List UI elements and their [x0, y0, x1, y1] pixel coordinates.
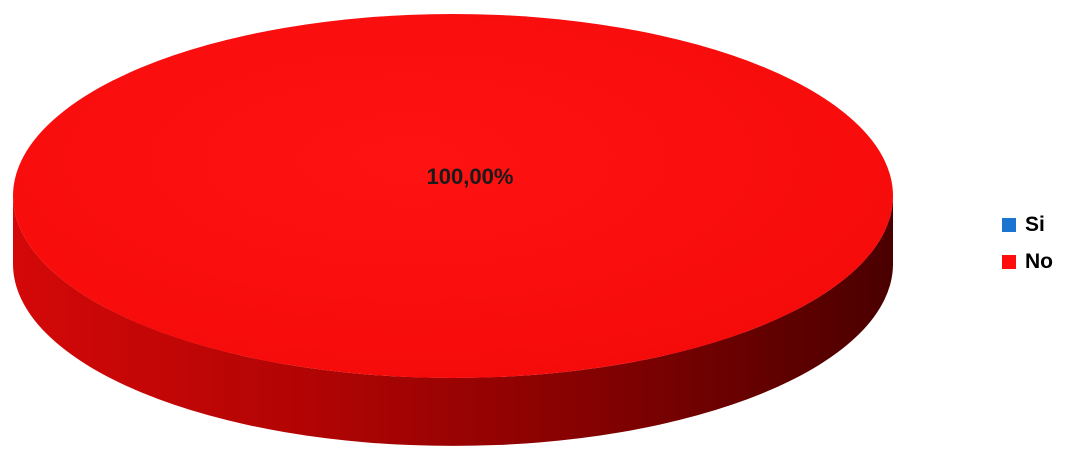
- chart-legend: Si No: [1002, 214, 1053, 272]
- slice-data-label-no: 100,00%: [427, 164, 514, 189]
- legend-label-si: Si: [1025, 213, 1045, 236]
- legend-swatch-no: [1002, 254, 1016, 269]
- slice-no: [13, 14, 893, 378]
- legend-swatch-si: [1002, 217, 1016, 232]
- legend-label-no: No: [1025, 250, 1053, 273]
- slice-side-no: [13, 196, 893, 446]
- legend-item-no: No: [1002, 251, 1053, 272]
- legend-item-si: Si: [1002, 214, 1053, 235]
